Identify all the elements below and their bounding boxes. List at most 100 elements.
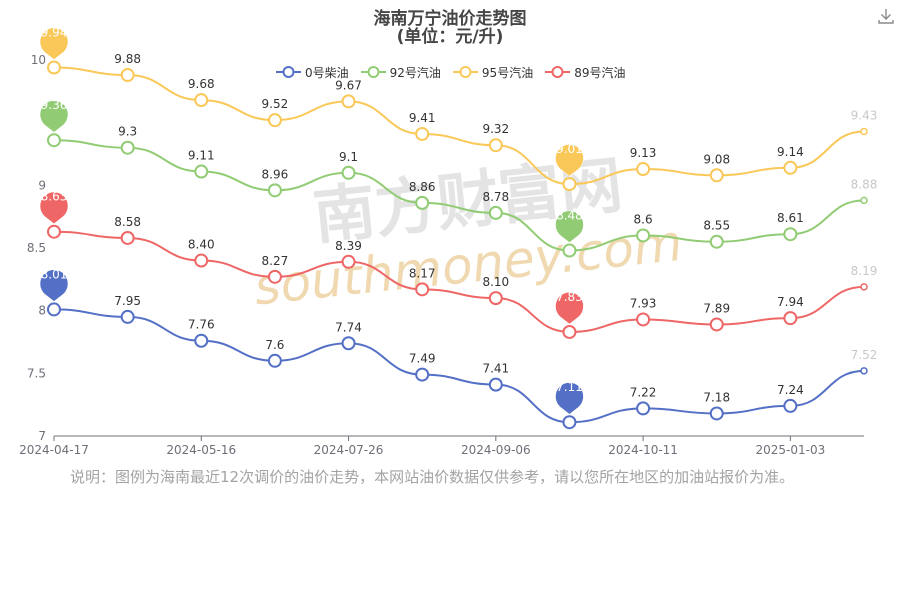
data-point[interactable] [562, 415, 577, 430]
data-point[interactable] [709, 406, 724, 421]
data-label: 7.41 [482, 362, 509, 376]
data-point[interactable] [636, 162, 651, 177]
data-point[interactable] [636, 401, 651, 416]
marker-pin-label: 9.01 [556, 142, 583, 156]
marker-pin-label: 8.63 [41, 190, 68, 204]
data-point[interactable] [562, 324, 577, 339]
data-label: 8.10 [482, 275, 509, 289]
data-label: 9.32 [482, 122, 509, 136]
y-tick-label: 9 [38, 178, 46, 192]
watermark: 南方财富网 southmoney.com [251, 148, 684, 316]
data-label: 9.1 [339, 150, 358, 164]
data-point[interactable] [120, 68, 135, 83]
data-point[interactable] [709, 317, 724, 332]
data-point[interactable] [783, 311, 798, 326]
data-label: 7.18 [703, 390, 730, 404]
data-point[interactable] [636, 312, 651, 327]
data-point[interactable] [267, 183, 282, 198]
chart-title: 海南万宁油价走势图 [373, 9, 527, 29]
data-point[interactable] [120, 140, 135, 155]
marker-pin-label: 8.48 [556, 209, 583, 223]
data-point[interactable] [341, 254, 356, 269]
data-point[interactable] [47, 133, 61, 148]
data-label: 8.61 [777, 211, 804, 225]
series-line [53, 308, 865, 424]
data-point[interactable] [194, 333, 209, 348]
data-point[interactable] [860, 283, 868, 291]
data-point[interactable] [194, 253, 209, 268]
data-point[interactable] [341, 165, 356, 180]
data-label: 8.19 [851, 264, 878, 278]
legend-item[interactable]: 0号柴油 [276, 64, 349, 81]
data-point[interactable] [709, 168, 724, 183]
marker-pin-label: 7.11 [556, 380, 583, 394]
data-label: 9.68 [188, 77, 215, 91]
marker-pin [555, 144, 584, 177]
y-tick-label: 8.5 [27, 241, 46, 255]
legend-label: 95号汽油 [481, 65, 534, 80]
data-point[interactable] [267, 353, 282, 368]
data-point[interactable] [860, 196, 868, 205]
x-tick-label: 2024-05-16 [166, 443, 236, 457]
data-point[interactable] [488, 377, 503, 392]
data-point[interactable] [488, 291, 503, 306]
data-point[interactable] [47, 302, 61, 317]
data-point[interactable] [341, 94, 356, 109]
marker-pin-label: 8.01 [41, 267, 68, 281]
data-point[interactable] [488, 138, 503, 153]
data-point[interactable] [860, 127, 868, 136]
data-point[interactable] [267, 269, 282, 284]
marker-pin-label: 9.36 [41, 98, 68, 112]
legend-symbol [545, 66, 571, 78]
data-point[interactable] [783, 227, 798, 242]
data-point[interactable] [415, 195, 430, 210]
legend-item[interactable]: 89号汽油 [545, 64, 625, 81]
data-point[interactable] [415, 282, 430, 297]
data-label: 8.88 [851, 177, 878, 191]
data-label: 9.3 [118, 125, 137, 139]
data-label: 9.88 [114, 52, 141, 66]
marker-pin [39, 100, 69, 133]
x-tick-label: 2024-10-11 [608, 443, 678, 457]
marker-pin [39, 269, 69, 302]
legend-item[interactable]: 95号汽油 [452, 64, 534, 81]
data-point[interactable] [194, 164, 209, 179]
data-point[interactable] [47, 224, 61, 239]
data-label: 8.17 [409, 266, 436, 280]
data-label: 9.08 [703, 152, 730, 166]
x-tick-label: 2024-04-17 [19, 443, 89, 457]
data-label: 7.95 [114, 294, 141, 308]
x-tick-label: 2024-09-06 [461, 443, 531, 457]
data-point[interactable] [194, 93, 209, 108]
legend-symbol [276, 66, 301, 78]
data-point[interactable] [267, 113, 282, 128]
legend-item[interactable]: 92号汽油 [360, 64, 441, 81]
marker-pin [555, 382, 584, 415]
data-point[interactable] [562, 243, 577, 258]
y-tick-label: 10 [31, 53, 46, 67]
x-tick-label: 2025-01-03 [755, 443, 825, 457]
marker-pin [555, 292, 584, 325]
y-tick-label: 8 [38, 304, 46, 318]
data-point[interactable] [636, 228, 651, 243]
data-point[interactable] [120, 230, 135, 245]
data-point[interactable] [415, 126, 430, 141]
data-label: 8.86 [409, 180, 436, 194]
data-point[interactable] [47, 60, 61, 75]
data-point[interactable] [783, 398, 798, 413]
chart-note: 说明：图例为海南最近12次调价的油价走势，本网站油价数据仅供参考，请以您所在地区… [70, 468, 795, 486]
data-label: 7.22 [630, 385, 657, 399]
data-label: 8.96 [262, 167, 289, 181]
data-point[interactable] [783, 160, 798, 175]
data-point[interactable] [562, 177, 577, 192]
marker-pin-label: 7.83 [556, 290, 583, 304]
data-point[interactable] [341, 336, 356, 351]
download-icon[interactable] [876, 6, 896, 26]
x-tick-label: 2024-07-26 [314, 443, 384, 457]
data-point[interactable] [120, 309, 135, 324]
data-point[interactable] [415, 367, 430, 382]
chart-subtitle: (单位：元/升) [396, 27, 504, 47]
data-point[interactable] [709, 234, 724, 249]
data-point[interactable] [860, 367, 868, 375]
data-point[interactable] [488, 205, 503, 220]
